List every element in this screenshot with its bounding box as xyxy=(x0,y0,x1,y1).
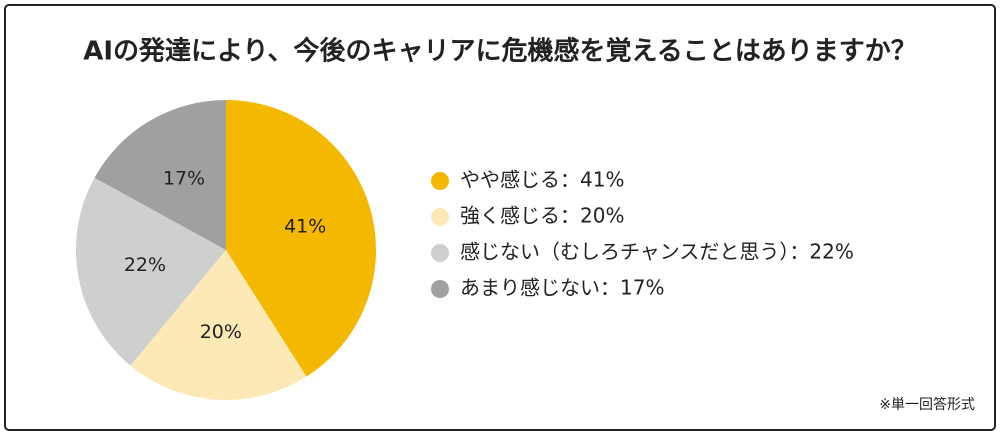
legend-label: 感じない（むしろチャンスだと思う）：22% xyxy=(460,240,854,264)
chart-title: AIの発達により、今後のキャリアに危機感を覚えることはありますか？ xyxy=(83,36,916,67)
slice-label: 17% xyxy=(163,167,205,189)
legend-label: 強く感じる：20% xyxy=(460,204,624,228)
pie-slice xyxy=(75,177,226,366)
pie-slice xyxy=(226,100,377,377)
slice-label: 41% xyxy=(284,215,326,237)
legend-swatch xyxy=(431,280,449,298)
slice-label: 22% xyxy=(124,254,166,276)
legend-label: やや感じる：41% xyxy=(460,168,624,192)
legend-swatch xyxy=(431,244,449,262)
legend-swatch xyxy=(431,208,449,226)
annotation: ※単一回答形式 xyxy=(879,396,975,413)
slice-label: 20% xyxy=(200,321,242,343)
legend-label: あまり感じない：17% xyxy=(460,276,664,300)
pie-slice xyxy=(130,250,307,400)
pie-slice xyxy=(94,100,226,250)
legend-swatch xyxy=(431,172,449,190)
